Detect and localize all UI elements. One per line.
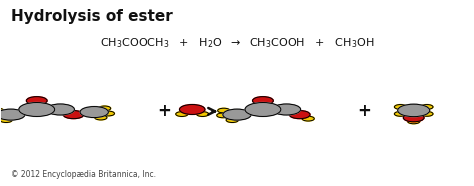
Circle shape (289, 111, 310, 119)
Circle shape (421, 105, 433, 109)
Circle shape (0, 118, 12, 123)
Circle shape (0, 109, 25, 120)
Circle shape (408, 119, 420, 124)
Circle shape (80, 107, 109, 118)
Circle shape (245, 102, 281, 116)
Text: © 2012 Encyclopædia Britannica, Inc.: © 2012 Encyclopædia Britannica, Inc. (11, 170, 156, 179)
Text: +: + (357, 102, 371, 120)
Circle shape (394, 111, 407, 116)
Circle shape (180, 105, 205, 114)
Circle shape (217, 113, 229, 118)
Circle shape (0, 113, 3, 118)
Circle shape (197, 112, 209, 116)
Circle shape (398, 104, 430, 117)
Circle shape (403, 114, 424, 122)
Circle shape (226, 118, 238, 123)
Circle shape (102, 111, 115, 116)
Circle shape (176, 112, 188, 116)
Text: +: + (157, 102, 171, 120)
Circle shape (99, 106, 111, 111)
Circle shape (218, 108, 230, 113)
Circle shape (302, 116, 314, 121)
Circle shape (27, 97, 47, 105)
Circle shape (0, 108, 4, 113)
Circle shape (273, 104, 301, 115)
Circle shape (63, 111, 84, 119)
Text: Hydrolysis of ester: Hydrolysis of ester (11, 9, 173, 24)
Circle shape (95, 115, 107, 120)
Circle shape (421, 111, 433, 116)
Circle shape (223, 109, 251, 120)
Circle shape (19, 102, 55, 116)
Text: CH$_3$COOCH$_3$   +   H$_2$O  $\rightarrow$  CH$_3$COOH   +   CH$_3$OH: CH$_3$COOCH$_3$ + H$_2$O $\rightarrow$ C… (100, 37, 374, 50)
Circle shape (46, 104, 74, 115)
Circle shape (394, 105, 407, 109)
Circle shape (253, 97, 273, 105)
